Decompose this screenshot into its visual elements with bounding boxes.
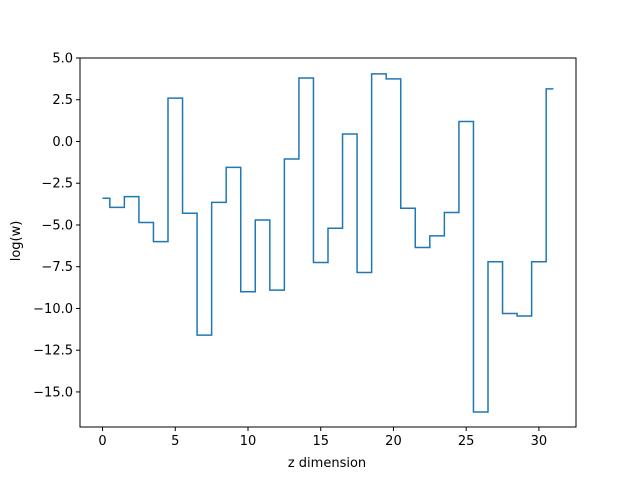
x-tick-label-5: 25 bbox=[458, 434, 475, 449]
y-tick-label-5: −7.5 bbox=[41, 260, 73, 275]
y-tick-label-6: −10.0 bbox=[33, 302, 73, 317]
y-tick-label-8: −15.0 bbox=[33, 385, 73, 400]
plot-area: 0 5 10 15 20 25 30 5.0 2.5 0.0 −2.5 −5.0 −7.5 −10.0 −1… bbox=[33, 52, 577, 449]
x-tick-label-3: 15 bbox=[312, 434, 329, 449]
x-tick-label-0: 0 bbox=[98, 434, 106, 449]
y-tick-label-0: 5.0 bbox=[52, 52, 73, 67]
axes-frame bbox=[79, 57, 577, 428]
y-tick-label-1: 2.5 bbox=[52, 93, 73, 108]
y-tick-label-2: 0.0 bbox=[52, 135, 73, 150]
x-tick-label-2: 10 bbox=[240, 434, 257, 449]
x-tick-label-6: 30 bbox=[531, 434, 548, 449]
x-tick-label-4: 20 bbox=[385, 434, 402, 449]
y-tick-label-7: −12.5 bbox=[33, 344, 73, 359]
y-tick-label-3: −2.5 bbox=[41, 177, 73, 192]
series-line-0 bbox=[102, 73, 554, 413]
y-tick-label-4: −5.0 bbox=[41, 218, 73, 233]
x-axis-label: z dimension bbox=[288, 456, 366, 471]
y-axis-label: log(w) bbox=[9, 221, 24, 262]
x-tick-label-1: 5 bbox=[171, 434, 179, 449]
